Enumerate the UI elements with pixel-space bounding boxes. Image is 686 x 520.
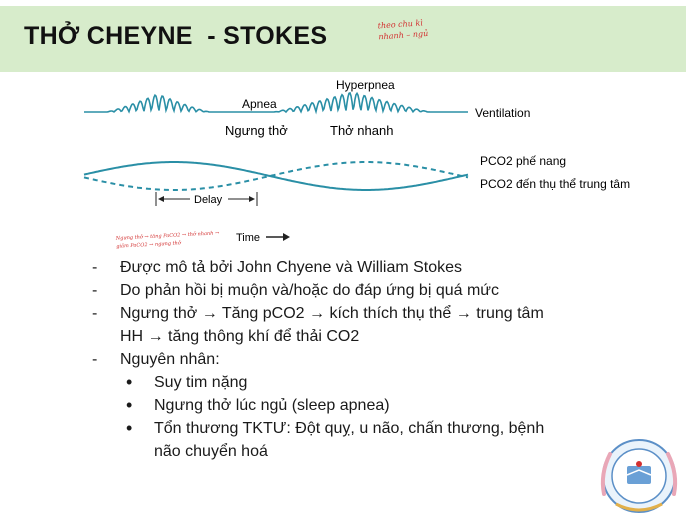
list-item: - Do phản hồi bị muộn và/hoặc do đáp ứng…	[92, 279, 612, 302]
bullet-list: - Được mô tả bởi John Chyene và William …	[92, 256, 612, 463]
label-ventilation: Ventilation	[475, 106, 530, 120]
list-item: - Ngưng thở → Tăng pCO2 → kích thích thụ…	[92, 302, 612, 325]
bullet-dot-icon: •	[126, 395, 133, 415]
text-fragment: Ngưng thở	[120, 305, 202, 322]
bullet-text: Do phản hồi bị muộn và/hoặc do đáp ứng b…	[120, 282, 499, 299]
bullet-text: Nguyên nhân:	[120, 351, 220, 368]
time-arrowhead	[283, 233, 290, 241]
arrow-icon: →	[201, 305, 218, 322]
slide-title: THỞ CHEYNE - STOKES	[24, 22, 328, 50]
delay-arrowhead-right	[249, 196, 255, 202]
university-seal-logo	[600, 439, 678, 513]
label-time: Time	[236, 232, 260, 244]
sub-list-item-continuation: não chuyển hoá	[92, 440, 612, 463]
label-pco2-phe-nang: PCO2 phế nang	[480, 154, 566, 168]
bullet-dot-icon: •	[126, 372, 133, 392]
sub-bullet-text: Tổn thương TKTƯ: Đột quỵ, u não, chấn th…	[154, 420, 545, 437]
cheyne-stokes-diagram: Hyperpnea Apnea Ventilation Ngưng thở Th…	[83, 78, 630, 244]
sub-list-item: • Ngưng thở lúc ngủ (sleep apnea)	[92, 394, 612, 417]
dash-marker: -	[92, 305, 98, 322]
arrow-icon: →	[455, 305, 472, 322]
bullet-text: Được mô tả bởi John Chyene và William St…	[120, 259, 463, 276]
text-fragment: tăng thông khí để thải CO2	[163, 328, 360, 345]
sub-list-item: • Tổn thương TKTƯ: Đột quỵ, u não, chấn …	[92, 417, 612, 440]
bullet-dot-icon: •	[126, 418, 133, 438]
pco2-central-curve	[83, 161, 469, 191]
sub-bullet-text: Ngưng thở lúc ngủ (sleep apnea)	[154, 397, 390, 414]
text-fragment: kích thích thụ thể	[325, 305, 456, 322]
label-hyperpnea: Hyperpnea	[336, 78, 395, 92]
dash-marker: -	[92, 282, 98, 299]
sub-bullet-text: não chuyển hoá	[154, 443, 268, 460]
label-apnea: Apnea	[242, 97, 277, 111]
pco2-alveolar-curve	[83, 161, 469, 191]
label-delay: Delay	[194, 194, 223, 206]
arrow-icon: →	[147, 328, 164, 345]
dash-marker: -	[92, 351, 98, 368]
dash-marker: -	[92, 259, 98, 276]
text-fragment: HH	[120, 328, 148, 345]
arrow-icon: →	[309, 305, 325, 322]
sub-bullet-text: Suy tim nặng	[154, 374, 248, 391]
text-fragment: trung tâm	[471, 305, 544, 322]
delay-arrowhead-left	[158, 196, 164, 202]
list-item-continuation: HH → tăng thông khí để thải CO2	[92, 325, 612, 348]
label-ngung-tho: Ngưng thở	[225, 123, 288, 138]
label-tho-nhanh: Thở nhanh	[330, 123, 393, 138]
bullet-text: HH → tăng thông khí để thải CO2	[120, 325, 359, 348]
list-item: - Được mô tả bởi John Chyene và William …	[92, 256, 612, 279]
label-pco2-than-the: PCO2 đến thụ thể trung tâm	[480, 177, 630, 191]
bullet-text: Ngưng thở → Tăng pCO2 → kích thích thụ t…	[120, 302, 544, 325]
title-band	[0, 6, 686, 72]
list-item: - Nguyên nhân:	[92, 348, 612, 371]
text-fragment: Tăng pCO2	[217, 305, 309, 322]
sub-list-item: • Suy tim nặng	[92, 371, 612, 394]
ventilation-wave	[84, 91, 468, 115]
